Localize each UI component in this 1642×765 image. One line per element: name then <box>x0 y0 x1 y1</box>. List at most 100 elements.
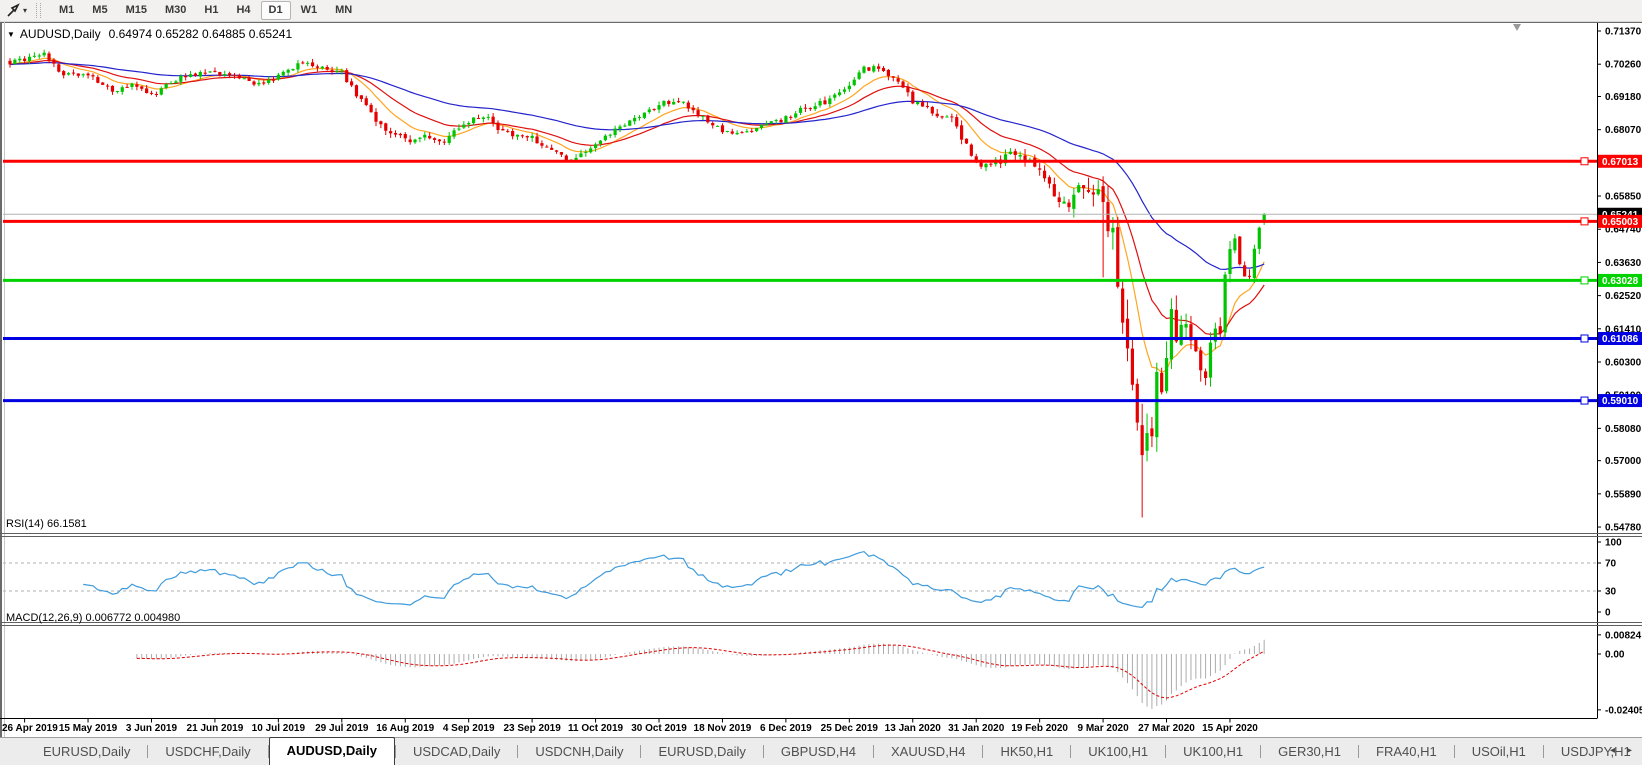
y-axis-tick-label: 0.65850 <box>1605 192 1642 203</box>
tab-separator <box>1070 745 1072 758</box>
x-axis-date-label: 26 Apr 2019 <box>2 723 58 734</box>
level-line-marker-0.65003 <box>1580 217 1589 226</box>
timeframe-button-m30[interactable]: M30 <box>164 4 187 16</box>
y-axis-tick-label: 0.55890 <box>1605 489 1642 500</box>
rsi-axis-tick-label: 30 <box>1605 587 1617 598</box>
level-label-0.61086: 0.61086 <box>1602 334 1639 345</box>
timeframe-button-mn[interactable]: MN <box>335 4 353 16</box>
chart-tab-xauusd-h4[interactable]: XAUUSD,H4 <box>891 743 966 759</box>
x-axis-date-label: 15 May 2019 <box>59 723 118 734</box>
chart-tab-ger30-h1[interactable]: GER30,H1 <box>1278 743 1342 759</box>
chart-tab-usoil-h1[interactable]: USOil,H1 <box>1471 743 1526 759</box>
y-axis-tick-label: 0.57000 <box>1605 456 1642 467</box>
tab-separator <box>1453 745 1455 758</box>
tab-separator <box>982 745 984 758</box>
level-line-marker-0.59010 <box>1580 396 1589 405</box>
level-label-0.59010: 0.59010 <box>1602 396 1639 407</box>
y-axis-tick-label: 0.60300 <box>1605 357 1642 368</box>
level-label-box-0.65003 <box>1598 214 1642 228</box>
price-chart-canvas[interactable]: 0.713700.702600.691800.680700.669600.658… <box>0 22 1642 737</box>
tab-separator <box>1260 745 1262 758</box>
tab-scroll-arrows: ◂ ▸ <box>1610 745 1632 756</box>
chart-tab-fra40-h1[interactable]: FRA40,H1 <box>1376 743 1437 759</box>
x-axis-date-label: 27 Mar 2020 <box>1138 723 1195 734</box>
chart-symbol-label: AUDUSD,Daily <box>19 27 101 41</box>
y-axis-tick-label: 0.54780 <box>1605 523 1642 534</box>
x-axis-date-label: 10 Jul 2019 <box>252 723 306 734</box>
timeframe-button-h4[interactable]: H4 <box>236 4 251 16</box>
y-axis-tick-label: 0.62520 <box>1605 291 1642 302</box>
chart-tabs: EURUSD,Daily USDCHF,Daily AUDUSD,Daily USDC… <box>26 737 1642 765</box>
pane-divider-2[interactable] <box>0 622 1642 626</box>
rsi-axis-tick-label: 100 <box>1605 538 1622 549</box>
chart-tab-usdcad-daily[interactable]: USDCAD,Daily <box>412 743 501 759</box>
chart-tab-uk100-h1[interactable]: UK100,H1 <box>1183 743 1244 759</box>
timeframe-button-d1[interactable]: D1 <box>260 1 291 20</box>
level-line-marker-0.61086 <box>1580 334 1589 343</box>
rsi-line <box>83 550 1265 609</box>
timeframe-button-h1[interactable]: H1 <box>204 4 219 16</box>
chart-tab-audusd-daily[interactable]: AUDUSD,Daily <box>268 737 395 765</box>
macd-histogram <box>136 639 1265 709</box>
timeframe-button-w1[interactable]: W1 <box>300 4 318 16</box>
timeframe-button-m15[interactable]: M15 <box>125 4 147 16</box>
tab-separator <box>267 745 269 758</box>
x-axis-date-label: 23 Sep 2019 <box>503 723 561 734</box>
ma-line-55 <box>9 61 1265 271</box>
tab-separator <box>1165 745 1167 758</box>
ma-line-10 <box>9 57 1265 374</box>
x-axis-date-label: 19 Feb 2020 <box>1011 723 1068 734</box>
chart-window: 0.713700.702600.691800.680700.669600.658… <box>0 22 1642 737</box>
chevron-down-icon: ▾ <box>23 5 28 15</box>
level-line-marker-0.63028 <box>1580 276 1589 285</box>
cursor-tool-button[interactable]: ▾ <box>3 2 30 19</box>
x-axis-date-label: 6 Dec 2019 <box>760 723 812 734</box>
tab-separator <box>640 745 642 758</box>
timeframe-button-m1[interactable]: M1 <box>59 4 75 16</box>
macd-axis-tick-label: -0.024055 <box>1605 705 1642 716</box>
macd-axis-tick-label: 0.00824 <box>1605 630 1642 641</box>
timeframe-button-m5[interactable]: M5 <box>92 4 108 16</box>
timeframe-toolbar: ▾ M1 M5 M15 M30 H1 H4 D1 W1 MN <box>0 0 1642 22</box>
chart-tab-eurusd-daily[interactable]: EURUSD,Daily <box>658 743 746 759</box>
chart-tab-usdcnh-daily[interactable]: USDCNH,Daily <box>535 743 624 759</box>
x-axis-date-label: 30 Oct 2019 <box>631 723 687 734</box>
level-line-marker-0.67013 <box>1580 157 1589 166</box>
x-axis-date-label: 29 Jul 2019 <box>315 723 369 734</box>
y-axis-tick-label: 0.58080 <box>1605 424 1642 435</box>
chart-tab-bar: EURUSD,Daily USDCHF,Daily AUDUSD,Daily USDC… <box>0 737 1642 765</box>
chart-ohlc-values: 0.64974 0.65282 0.64885 0.65241 <box>108 27 293 41</box>
chart-title: ▼ AUDUSD,Daily 0.64974 0.65282 0.64885 0.6… <box>7 27 292 41</box>
level-label-0.67013: 0.67013 <box>1602 157 1639 168</box>
chart-tab-eurusd-daily[interactable]: EURUSD,Daily <box>43 743 131 759</box>
y-axis-tick-label: 0.69180 <box>1605 92 1642 103</box>
x-axis-date-label: 31 Jan 2020 <box>948 723 1005 734</box>
chart-tab-usdjpy-h1[interactable]: USDJPY,H1 <box>1560 743 1631 759</box>
tabs-scroll-right-icon[interactable]: ▸ <box>1626 745 1632 756</box>
chart-tab-usdchf-daily[interactable]: USDCHF,Daily <box>165 743 251 759</box>
x-axis-date-label: 15 Apr 2020 <box>1202 723 1258 734</box>
tab-separator <box>517 745 519 758</box>
x-axis-date-label: 4 Sep 2019 <box>443 723 495 734</box>
pane-divider-1[interactable] <box>0 533 1642 537</box>
chart-tab-uk100-h1[interactable]: UK100,H1 <box>1088 743 1149 759</box>
x-axis-date-label: 9 Mar 2020 <box>1078 723 1130 734</box>
level-label-box-0.59010 <box>1598 394 1642 408</box>
level-label-box-0.67013 <box>1598 154 1642 168</box>
x-axis-date-label: 21 Jun 2019 <box>187 723 244 734</box>
tab-separator <box>762 745 764 758</box>
timeframe-buttons: M1 M5 M15 M30 H1 H4 D1 W1 MN <box>50 1 361 20</box>
y-axis-tick-label: 0.70260 <box>1605 60 1642 71</box>
tabs-scroll-left-icon[interactable]: ◂ <box>1609 745 1615 756</box>
chart-window-left-border <box>0 22 2 737</box>
chart-tab-gbpusd-h4[interactable]: GBPUSD,H4 <box>780 743 857 759</box>
x-axis-date-label: 11 Oct 2019 <box>568 723 623 734</box>
x-axis-date-label: 3 Jun 2019 <box>126 723 178 734</box>
toolbar-grip <box>36 3 42 18</box>
x-axis-date-label: 25 Dec 2019 <box>821 723 879 734</box>
tab-separator <box>1542 745 1544 758</box>
chart-dropdown-icon[interactable]: ▼ <box>7 30 15 39</box>
y-axis-tick-label: 0.63630 <box>1605 258 1642 269</box>
chart-tab-hk50-h1[interactable]: HK50,H1 <box>1000 743 1054 759</box>
